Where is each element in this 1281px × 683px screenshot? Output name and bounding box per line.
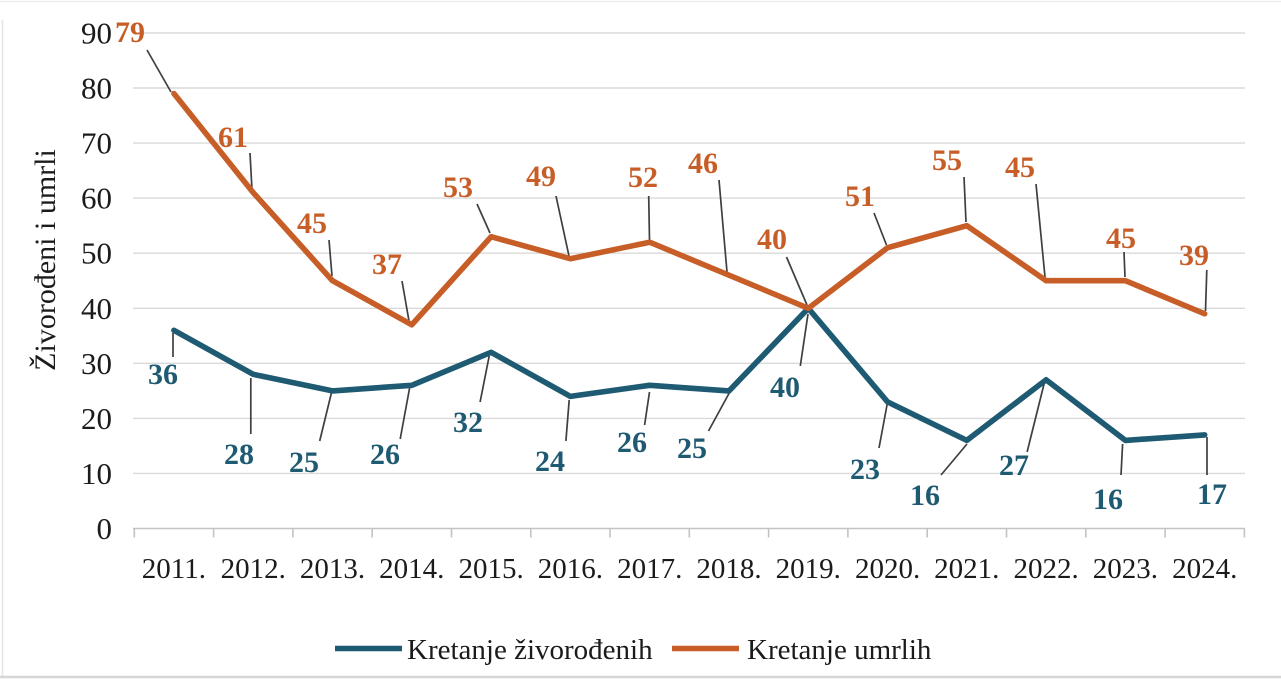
svg-text:24: 24 [535,445,565,478]
svg-text:60: 60 [81,181,112,216]
svg-text:90: 90 [81,16,112,51]
svg-text:39: 39 [1179,239,1209,272]
svg-text:46: 46 [688,147,718,180]
svg-text:45: 45 [1005,151,1035,184]
svg-text:2013.: 2013. [300,553,365,585]
svg-text:45: 45 [297,207,327,240]
svg-text:2018.: 2018. [696,553,761,585]
svg-text:32: 32 [453,406,483,439]
svg-text:Kretanje umrlih: Kretanje umrlih [747,634,932,666]
svg-text:Živorođeni i umrli: Živorođeni i umrli [29,149,62,371]
svg-text:52: 52 [628,161,658,194]
svg-text:25: 25 [677,432,707,465]
svg-text:45: 45 [1106,222,1136,255]
svg-text:2015.: 2015. [458,553,523,585]
svg-text:55: 55 [932,144,962,177]
svg-text:17: 17 [1197,478,1227,511]
svg-text:Kretanje živorođenih: Kretanje živorođenih [407,634,653,666]
svg-text:2014.: 2014. [379,553,444,585]
svg-text:25: 25 [289,446,319,479]
svg-text:27: 27 [999,449,1029,482]
svg-text:40: 40 [757,223,787,256]
svg-text:2024.: 2024. [1172,553,1237,585]
svg-text:2020.: 2020. [855,553,920,585]
svg-text:2022.: 2022. [1013,553,1078,585]
svg-text:40: 40 [81,291,112,326]
svg-text:16: 16 [1093,483,1123,516]
svg-text:36: 36 [148,358,178,391]
svg-text:2016.: 2016. [538,553,603,585]
svg-text:50: 50 [81,236,112,271]
svg-text:0: 0 [97,511,113,546]
svg-text:40: 40 [770,371,800,404]
svg-text:2012.: 2012. [221,553,286,585]
svg-text:2021.: 2021. [934,553,999,585]
svg-text:16: 16 [910,479,940,512]
svg-text:26: 26 [370,438,400,471]
svg-text:2019.: 2019. [776,553,841,585]
svg-text:20: 20 [81,401,112,436]
svg-text:53: 53 [443,171,473,204]
svg-text:2011.: 2011. [142,553,206,585]
svg-text:80: 80 [81,71,112,106]
svg-text:2017.: 2017. [617,553,682,585]
svg-text:30: 30 [81,346,112,381]
svg-text:10: 10 [81,456,112,491]
svg-text:2023.: 2023. [1093,553,1158,585]
svg-text:51: 51 [845,180,875,213]
svg-text:28: 28 [224,438,254,471]
svg-text:61: 61 [218,121,248,154]
svg-text:23: 23 [850,453,880,486]
svg-text:37: 37 [372,248,402,281]
svg-text:79: 79 [115,16,145,49]
svg-text:70: 70 [81,126,112,161]
svg-text:49: 49 [526,160,556,193]
svg-text:26: 26 [617,426,647,459]
